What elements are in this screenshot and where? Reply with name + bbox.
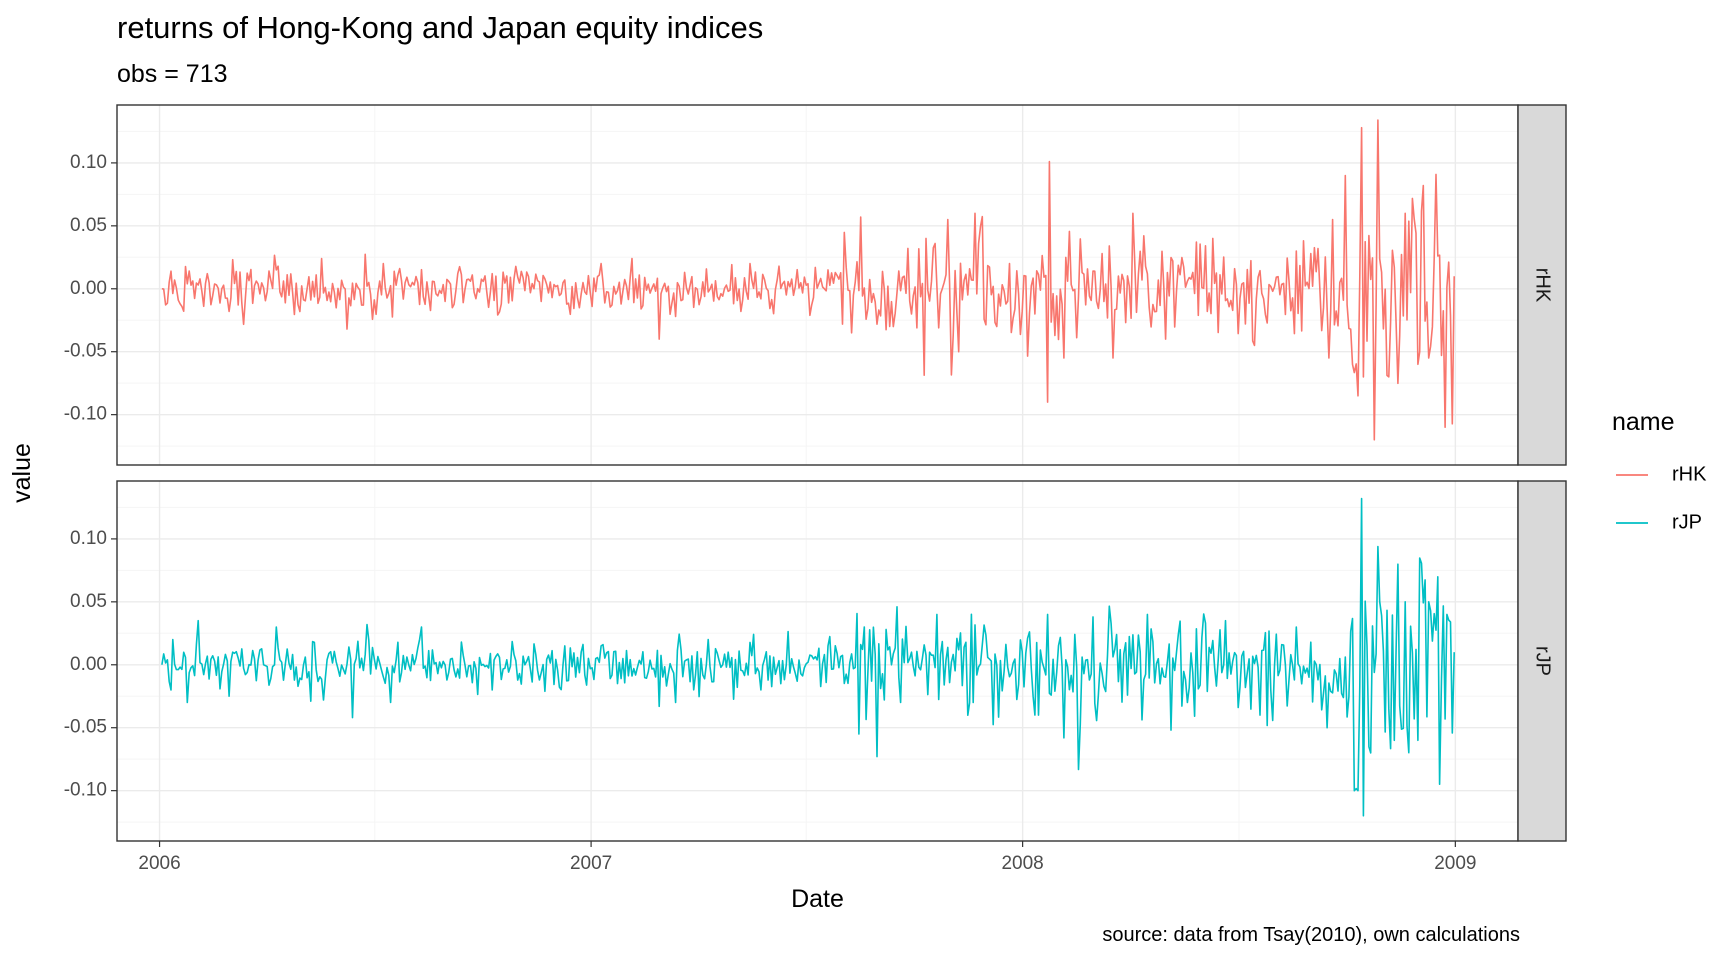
legend-title: name — [1612, 408, 1675, 436]
y-tick-label: 0.00 — [70, 654, 107, 675]
chart-caption: source: data from Tsay(2010), own calcul… — [1102, 924, 1520, 946]
y-tick-label: 0.05 — [70, 591, 107, 612]
y-tick-label: -0.10 — [64, 780, 107, 801]
y-tick-label: -0.10 — [64, 404, 107, 425]
facet-label-rJP: rJP — [1532, 646, 1554, 676]
x-tick-label: 2006 — [138, 853, 180, 874]
y-tick-label: -0.05 — [64, 717, 107, 738]
chart-title: returns of Hong-Kong and Japan equity in… — [117, 10, 764, 45]
facet-strip — [1517, 104, 1567, 466]
series-line-rHK — [161, 119, 1455, 441]
y-tick-label: 0.10 — [70, 152, 107, 173]
chart-subtitle: obs = 713 — [117, 60, 228, 88]
facet-strip — [1517, 480, 1567, 842]
facet-label-rHK: rHK — [1532, 268, 1554, 303]
x-tick-label: 2007 — [570, 853, 612, 874]
x-axis-title: Date — [791, 885, 844, 913]
y-tick-label: 0.00 — [70, 278, 107, 299]
y-tick-label: 0.10 — [70, 528, 107, 549]
x-tick-label: 2009 — [1434, 853, 1476, 874]
y-tick-label: 0.05 — [70, 215, 107, 236]
x-tick-label: 2008 — [1001, 853, 1043, 874]
legend-label-rHK: rHK — [1672, 463, 1707, 485]
y-axis-title: value — [8, 443, 36, 503]
y-tick-label: -0.05 — [64, 341, 107, 362]
legend-label-rJP: rJP — [1672, 511, 1702, 533]
series-line-rJP — [161, 497, 1455, 817]
